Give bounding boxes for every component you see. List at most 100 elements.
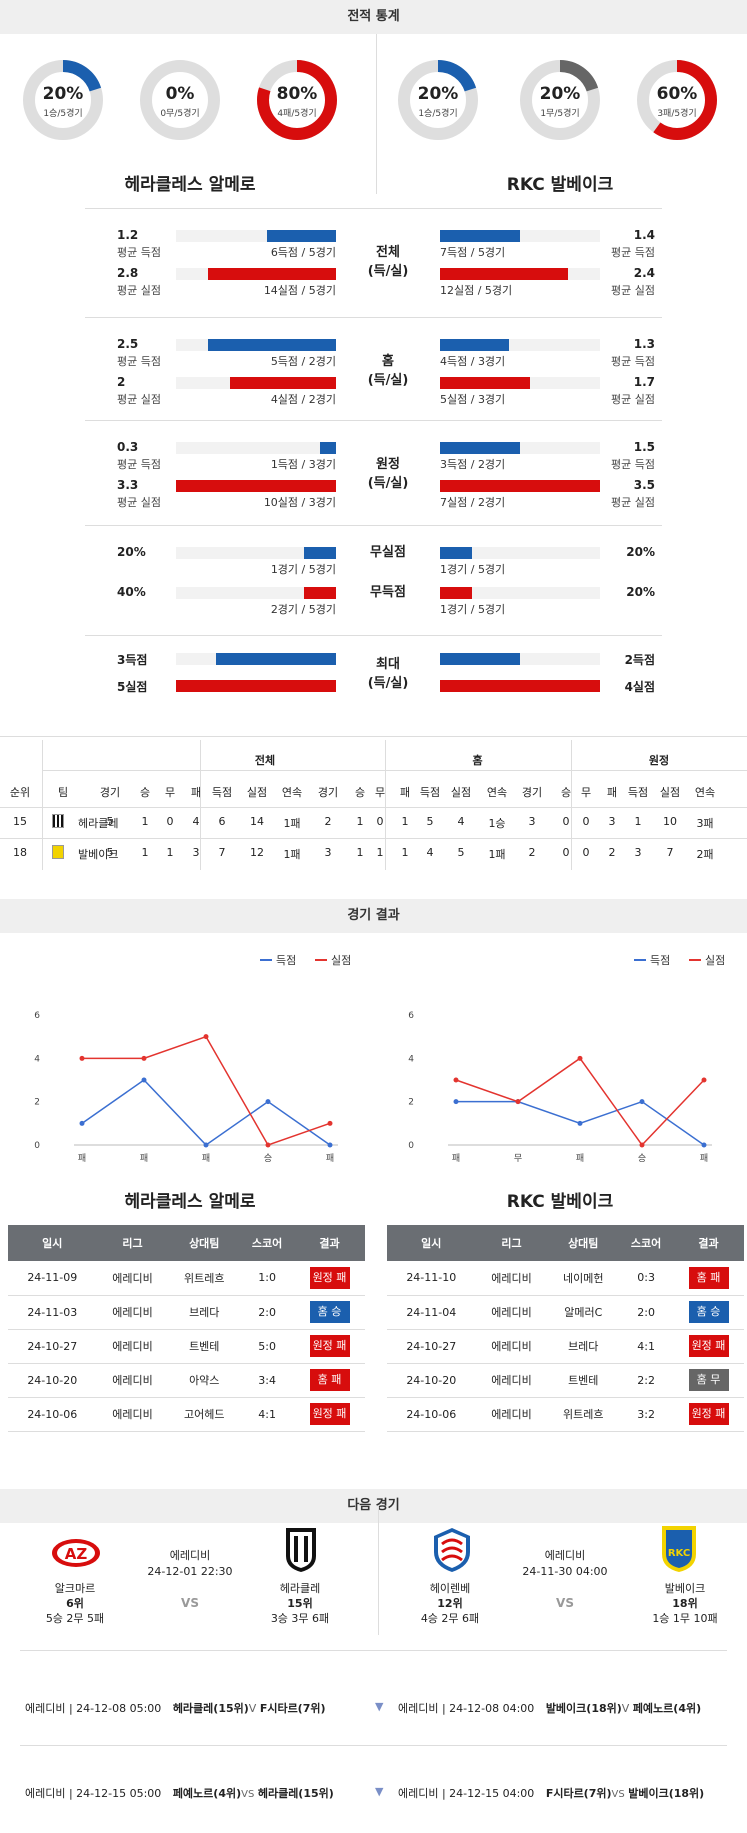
category-name: 홈 xyxy=(382,354,394,369)
stat-bar xyxy=(440,653,520,665)
x-tick-label: 무 xyxy=(514,1153,522,1164)
standings-rank: 18 xyxy=(13,846,27,859)
standings-team[interactable]: 헤라클레 xyxy=(78,817,119,830)
table-row[interactable]: 24-11-10 에레디비 네이메헌 0:3 홈 패 xyxy=(387,1261,744,1296)
upcoming-row-away-2[interactable]: 에레디비 | 24-12-15 04:00 F시타르(7위)VS 발베이크(18… xyxy=(398,1785,704,1801)
donut-ring xyxy=(398,60,478,140)
home-team-name: 헤라클레스 알메로 xyxy=(124,175,256,195)
divider xyxy=(85,208,662,209)
column-header: 리그 xyxy=(475,1225,548,1261)
category-unit: (득/실) xyxy=(367,373,409,388)
upcoming-info: 에레디비 | 24-12-08 05:00 xyxy=(25,1702,162,1715)
table-row[interactable]: 24-10-06 에레디비 고어헤드 4:1 원정 패 xyxy=(8,1397,365,1432)
home-team-name: 헤라클레스 알메로 xyxy=(124,1192,256,1212)
stat-value: 3.3 xyxy=(117,478,139,492)
table-row[interactable]: 24-10-20 에레디비 아약스 3:4 홈 패 xyxy=(8,1363,365,1398)
standings-cell: 3패 xyxy=(696,817,714,830)
result-cell: 원정 패 xyxy=(673,1397,744,1432)
table-row[interactable]: 24-11-04 에레디비 알메러C 2:0 홈 승 xyxy=(387,1295,744,1330)
stat-value: 20% xyxy=(626,585,655,599)
standings-col-header: 패 xyxy=(399,786,411,799)
upcoming-row-home-2[interactable]: 에레디비 | 24-12-15 05:00 페예노르(4위)VS 헤라클레(15… xyxy=(25,1785,334,1801)
stat-bar xyxy=(304,587,336,599)
result-opp: 위트레흐 xyxy=(547,1397,620,1432)
result-opp: 브레다 xyxy=(547,1329,620,1364)
table-row[interactable]: 24-11-09 에레디비 위트레흐 1:0 원정 패 xyxy=(8,1261,365,1296)
bar-caption: 3득점 / 2경기 xyxy=(440,458,506,471)
category-unit: (득/실) xyxy=(367,676,409,691)
result-opp: 고어헤드 xyxy=(168,1397,241,1432)
standings-team[interactable]: 발베이크 xyxy=(78,848,119,861)
donut-caption: 1승/5경기 xyxy=(418,109,458,119)
team-name: 헤라클레 xyxy=(279,1582,321,1595)
result-opp: 브레다 xyxy=(168,1295,241,1330)
standings-cell: 4 xyxy=(192,815,200,828)
result-score: 0:3 xyxy=(619,1261,674,1296)
divider xyxy=(0,807,747,808)
table-row[interactable]: 24-10-27 에레디비 브레다 4:1 원정 패 xyxy=(387,1329,744,1364)
standings-cell: 4 xyxy=(457,815,465,828)
table-row[interactable]: 24-10-20 에레디비 트벤테 2:2 홈 무 xyxy=(387,1363,744,1398)
standings-cell: 2 xyxy=(528,846,536,859)
y-tick-label: 0 xyxy=(408,1141,414,1151)
team-name: 발베이크 xyxy=(664,1582,706,1595)
stat-bar xyxy=(176,680,336,692)
result-score: 2:0 xyxy=(619,1295,674,1330)
column-header: 스코어 xyxy=(619,1225,674,1261)
standings-cell: 0 xyxy=(376,815,384,828)
stat-label: 평균 실점 xyxy=(611,393,655,406)
category-unit: (득/실) xyxy=(367,476,409,491)
result-opp: 알메러C xyxy=(547,1295,620,1330)
upcoming-row-home-1[interactable]: 에레디비 | 24-12-08 05:00 헤라클레(15위)V F시타르(7위… xyxy=(25,1700,326,1716)
stat-bar xyxy=(440,339,509,351)
upcoming-info: 에레디비 | 24-12-15 05:00 xyxy=(25,1787,162,1800)
result-league: 에레디비 xyxy=(475,1329,548,1364)
result-cell: 원정 패 xyxy=(294,1329,365,1364)
team-rank: 18위 xyxy=(672,1597,698,1610)
divider xyxy=(376,34,377,194)
standings-col-header: 득점 xyxy=(419,786,441,799)
section-title-next: 다음 경기 xyxy=(0,1489,747,1523)
stat-bar xyxy=(440,587,472,599)
stat-value: 2.8 xyxy=(117,266,139,280)
upcoming-team: 발베이크(18위) xyxy=(628,1787,705,1800)
result-date: 24-11-10 xyxy=(387,1261,476,1296)
bar-caption: 1경기 / 5경기 xyxy=(440,563,506,576)
result-date: 24-10-20 xyxy=(387,1363,476,1398)
stat-value: 2.5 xyxy=(117,337,139,351)
stat-label: 평균 득점 xyxy=(611,458,655,471)
upcoming-team: 페예노르(4위) xyxy=(172,1787,242,1800)
team-rank: 12위 xyxy=(437,1597,463,1610)
result-date: 24-11-04 xyxy=(387,1295,476,1330)
standings-cell: 5 xyxy=(426,815,434,828)
upcoming-row-away-1[interactable]: 에레디비 | 24-12-08 04:00 발베이크(18위)V 페예노르(4위… xyxy=(398,1700,701,1716)
header-row: 일시 리그 상대팀 스코어 결과 xyxy=(387,1225,744,1261)
heerenveen-logo xyxy=(434,1528,470,1572)
stat-label: 평균 득점 xyxy=(117,458,161,471)
next-league: 에레디비 xyxy=(169,1549,211,1562)
stat-value: 40% xyxy=(117,585,146,599)
x-tick-label: 패 xyxy=(140,1153,148,1164)
standings-col-header: 연속 xyxy=(694,786,716,799)
bar-caption: 5득점 / 2경기 xyxy=(270,355,336,368)
stat-bar xyxy=(230,377,336,389)
standings-col-header: 패 xyxy=(190,786,202,799)
table-row[interactable]: 24-10-06 에레디비 위트레흐 3:2 원정 패 xyxy=(387,1397,744,1432)
upcoming-vs: V xyxy=(621,1702,630,1715)
result-league: 에레디비 xyxy=(96,1261,169,1296)
standings-col-header: 승 xyxy=(139,786,151,799)
x-tick-label: 패 xyxy=(452,1153,460,1164)
table-row[interactable]: 24-10-27 에레디비 트벤테 5:0 원정 패 xyxy=(8,1329,365,1364)
result-league: 에레디비 xyxy=(475,1261,548,1296)
upcoming-team: 발베이크(18위) xyxy=(545,1702,622,1715)
stat-value: 20% xyxy=(117,545,146,559)
stat-bar xyxy=(440,377,530,389)
bar-caption: 14실점 / 5경기 xyxy=(263,284,336,297)
stat-label: 평균 실점 xyxy=(117,496,161,509)
result-cell: 원정 패 xyxy=(294,1397,365,1432)
standings-col-header: 순위 xyxy=(9,786,31,799)
standings-cell: 7 xyxy=(218,846,226,859)
standings-group-header: 전체 xyxy=(254,754,276,767)
table-row[interactable]: 24-11-03 에레디비 브레다 2:0 홈 승 xyxy=(8,1295,365,1330)
standings-cell: 14 xyxy=(250,815,264,828)
